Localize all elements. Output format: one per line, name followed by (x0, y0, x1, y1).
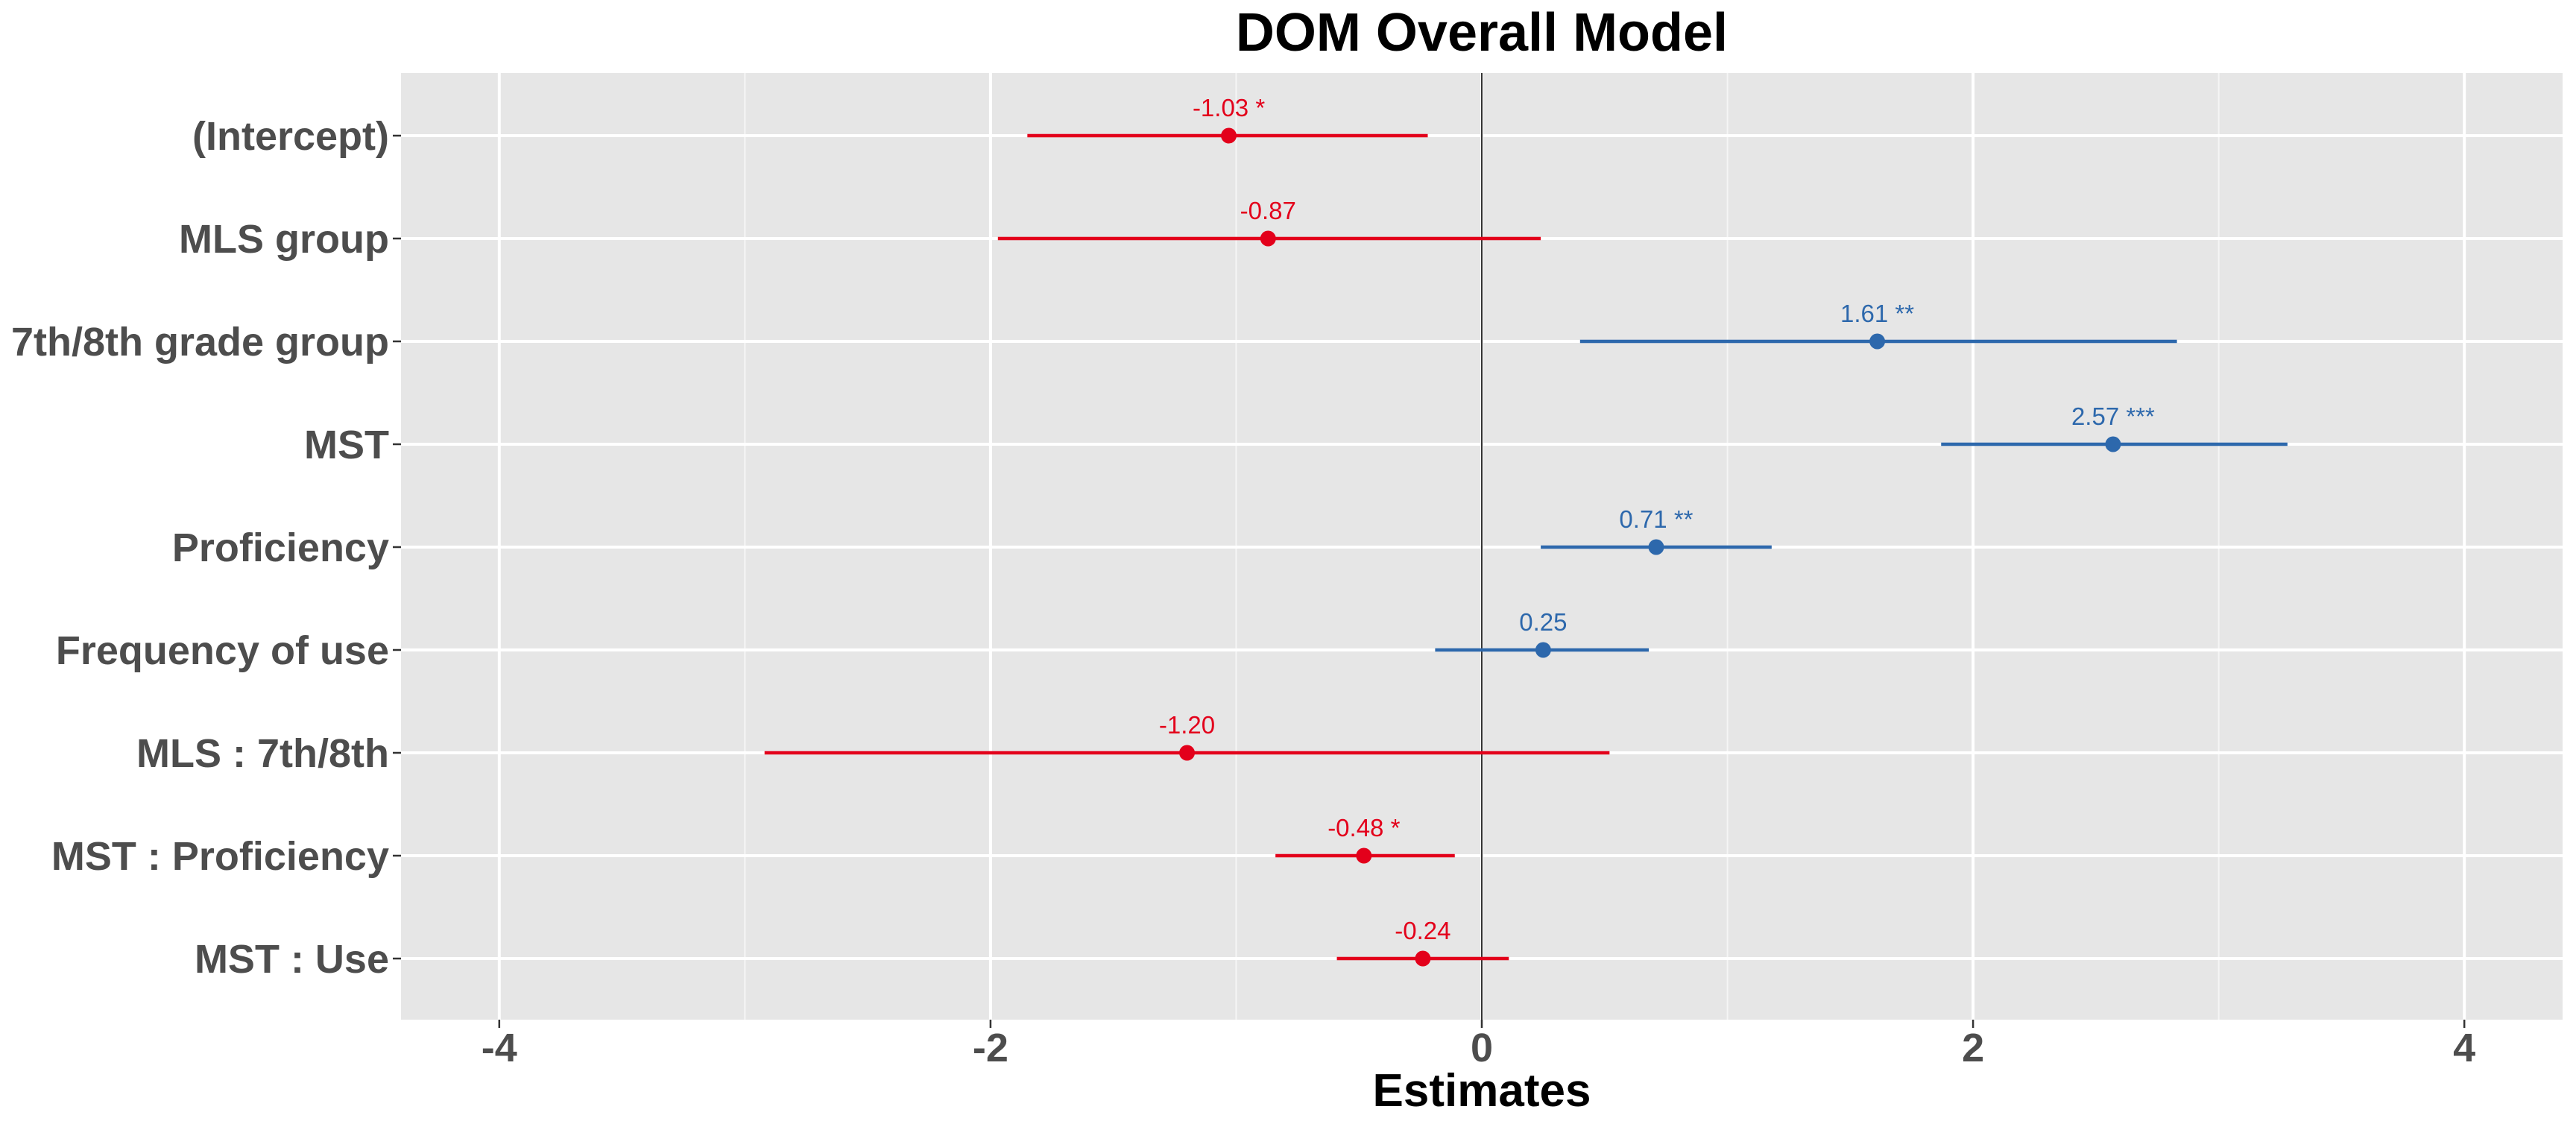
estimate-label: 0.25 (1519, 608, 1567, 636)
estimate-label: -0.87 (1240, 197, 1296, 224)
y-tick-label: MLS : 7th/8th (136, 731, 389, 776)
x-axis-title: Estimates (1373, 1065, 1591, 1117)
estimate-point (1221, 127, 1237, 144)
estimate-point (1648, 539, 1664, 555)
x-tick-label: 4 (2453, 1026, 2475, 1070)
y-tick-label: MST : Use (195, 937, 389, 982)
y-tick-label: Proficiency (172, 525, 389, 570)
estimate-label: 0.71 ** (1619, 505, 1693, 533)
y-tick-label: Frequency of use (56, 628, 389, 673)
estimate-point (1356, 847, 1372, 864)
estimate-label: -1.20 (1159, 711, 1215, 739)
data-points (1179, 127, 2121, 967)
estimate-point (1535, 642, 1551, 658)
estimate-point (1179, 745, 1196, 761)
estimate-point (2105, 436, 2121, 452)
chart-title: DOM Overall Model (1236, 3, 1728, 63)
estimate-label: -1.03 * (1193, 94, 1265, 121)
y-tick-label: MST : Proficiency (51, 834, 389, 879)
y-tick-label: 7th/8th grade group (11, 320, 389, 364)
y-tick-label: MST (304, 423, 389, 467)
data-labels: -1.03 * -0.87 1.61 ** 2.57 *** 0.71 ** 0.25 -1… (1159, 94, 2155, 944)
x-tick-label: -4 (482, 1026, 517, 1070)
estimate-point (1260, 230, 1276, 247)
x-tick-label: 2 (1962, 1026, 1984, 1070)
x-axis: -4 -2 0 2 4 (482, 1020, 2475, 1070)
estimate-point (1869, 333, 1886, 350)
x-tick-label: -2 (973, 1026, 1008, 1070)
estimate-point (1415, 950, 1431, 967)
estimate-label: 1.61 ** (1840, 300, 1914, 327)
estimate-label: -0.48 * (1328, 814, 1400, 842)
y-tick-label: MLS group (179, 217, 389, 262)
estimate-label: -0.24 (1395, 917, 1450, 944)
estimate-label: 2.57 *** (2071, 402, 2155, 430)
y-tick-label: (Intercept) (192, 114, 389, 159)
y-axis: (Intercept) MLS group 7th/8th grade group M… (11, 114, 401, 982)
x-tick-label: 0 (1471, 1026, 1493, 1070)
